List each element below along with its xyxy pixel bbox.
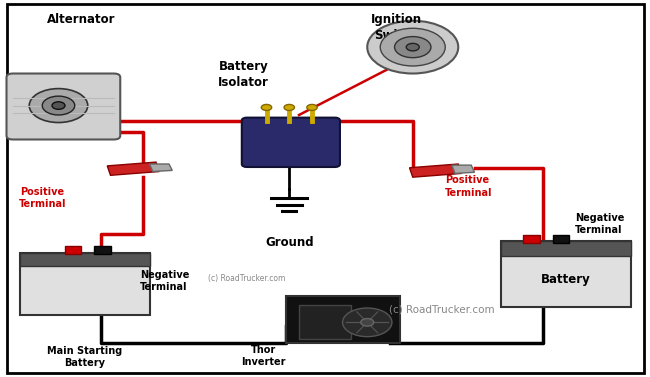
- Text: (c) RoadTrucker.com: (c) RoadTrucker.com: [389, 304, 495, 314]
- Text: Battery
Isolator: Battery Isolator: [218, 60, 269, 89]
- Text: Ground: Ground: [265, 236, 313, 248]
- Circle shape: [361, 319, 374, 326]
- Bar: [20, 253, 150, 315]
- Circle shape: [284, 104, 294, 110]
- Circle shape: [52, 102, 65, 109]
- Text: Ignition
Switch: Ignition Switch: [371, 13, 422, 42]
- Text: Positive
Terminal: Positive Terminal: [445, 175, 493, 198]
- Bar: [299, 305, 351, 339]
- FancyBboxPatch shape: [242, 118, 340, 167]
- Circle shape: [406, 43, 419, 51]
- Text: Positive
Terminal: Positive Terminal: [18, 187, 66, 209]
- Bar: [286, 296, 400, 343]
- Circle shape: [380, 28, 445, 66]
- Polygon shape: [107, 162, 159, 175]
- Polygon shape: [452, 165, 474, 173]
- Bar: [523, 235, 540, 243]
- Circle shape: [343, 308, 392, 337]
- Text: Alternator: Alternator: [47, 13, 116, 26]
- Bar: [94, 246, 111, 254]
- Text: Main Starting
Battery: Main Starting Battery: [47, 346, 122, 368]
- Circle shape: [367, 21, 458, 74]
- Text: (c) RoadTrucker.com: (c) RoadTrucker.com: [208, 274, 286, 284]
- Circle shape: [42, 96, 75, 115]
- Bar: [500, 241, 630, 256]
- Text: Negative
Terminal: Negative Terminal: [575, 213, 625, 235]
- Text: Battery: Battery: [541, 273, 590, 286]
- Circle shape: [29, 89, 88, 123]
- Text: Thor
Inverter: Thor Inverter: [241, 345, 285, 367]
- Circle shape: [261, 104, 272, 110]
- Polygon shape: [150, 164, 172, 172]
- Circle shape: [395, 37, 431, 58]
- FancyBboxPatch shape: [6, 74, 120, 139]
- Bar: [552, 235, 569, 243]
- Circle shape: [307, 104, 317, 110]
- Bar: [500, 241, 630, 307]
- Text: Negative
Terminal: Negative Terminal: [140, 270, 189, 292]
- Bar: [20, 253, 150, 266]
- Bar: [65, 246, 81, 254]
- Polygon shape: [410, 164, 462, 177]
